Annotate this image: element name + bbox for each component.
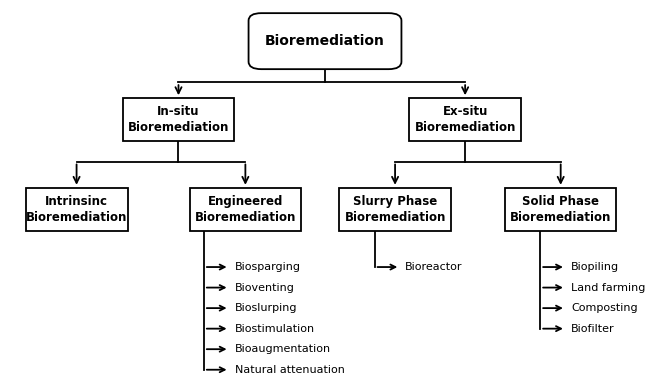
Text: Biopiling: Biopiling <box>571 262 619 272</box>
Text: Composting: Composting <box>571 303 638 313</box>
Text: Bioreactor: Bioreactor <box>405 262 463 272</box>
Text: Bioventing: Bioventing <box>235 283 294 293</box>
Text: Bioremediation: Bioremediation <box>265 34 385 48</box>
Text: Natural attenuation: Natural attenuation <box>235 365 344 375</box>
FancyBboxPatch shape <box>248 13 402 69</box>
FancyBboxPatch shape <box>123 98 234 141</box>
Text: Ex-situ
Bioremediation: Ex-situ Bioremediation <box>415 105 516 134</box>
FancyBboxPatch shape <box>410 98 521 141</box>
Text: In-situ
Bioremediation: In-situ Bioremediation <box>128 105 229 134</box>
Text: Biostimulation: Biostimulation <box>235 323 315 334</box>
Text: Biofilter: Biofilter <box>571 323 614 334</box>
FancyBboxPatch shape <box>505 188 616 231</box>
Text: Bioaugmentation: Bioaugmentation <box>235 344 331 354</box>
Text: Intrinsinc
Bioremediation: Intrinsinc Bioremediation <box>26 195 127 224</box>
FancyBboxPatch shape <box>25 188 127 231</box>
Text: Land farming: Land farming <box>571 283 645 293</box>
FancyBboxPatch shape <box>339 188 451 231</box>
Text: Engineered
Bioremediation: Engineered Bioremediation <box>195 195 296 224</box>
Text: Slurry Phase
Bioremediation: Slurry Phase Bioremediation <box>344 195 446 224</box>
Text: Bioslurping: Bioslurping <box>235 303 297 313</box>
Text: Biosparging: Biosparging <box>235 262 300 272</box>
FancyBboxPatch shape <box>190 188 301 231</box>
Text: Solid Phase
Bioremediation: Solid Phase Bioremediation <box>510 195 612 224</box>
